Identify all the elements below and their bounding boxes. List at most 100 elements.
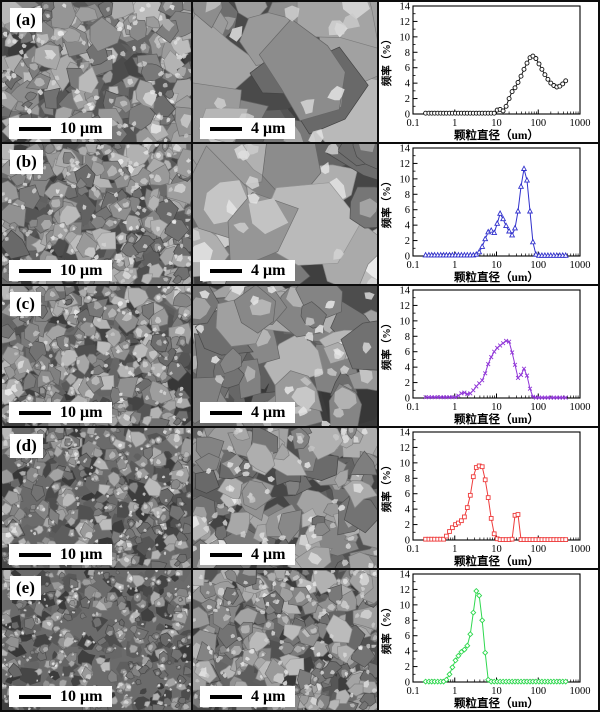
scale-bar-label: 10 μm bbox=[60, 546, 102, 564]
svg-text:8: 8 bbox=[405, 616, 410, 627]
svg-text:12: 12 bbox=[400, 443, 411, 454]
svg-text:12: 12 bbox=[400, 159, 411, 170]
scale-bar-label: 4 μm bbox=[251, 688, 285, 706]
scale-bar-label: 10 μm bbox=[60, 262, 102, 280]
svg-text:1: 1 bbox=[452, 260, 457, 271]
sem-image-d-high-mag: 4 μm bbox=[193, 428, 377, 568]
sem-image-c-low-mag: (c) 10 μm bbox=[2, 286, 191, 426]
svg-text:6: 6 bbox=[405, 63, 410, 74]
scale-bar-line bbox=[19, 127, 51, 131]
svg-text:100: 100 bbox=[530, 686, 546, 697]
svg-text:10: 10 bbox=[400, 316, 411, 327]
scale-bar-b-left: 10 μm bbox=[9, 260, 112, 281]
svg-text:2: 2 bbox=[405, 94, 410, 105]
svg-text:频率（%）: 频率（%） bbox=[380, 34, 393, 87]
svg-text:1000: 1000 bbox=[570, 260, 591, 271]
scale-bar-e-left: 10 μm bbox=[9, 686, 112, 707]
svg-text:2: 2 bbox=[405, 662, 410, 673]
scale-bar-line bbox=[19, 695, 51, 699]
svg-text:4: 4 bbox=[405, 79, 411, 90]
svg-text:8: 8 bbox=[405, 474, 410, 485]
scale-bar-d-left: 10 μm bbox=[9, 544, 112, 565]
svg-text:1000: 1000 bbox=[570, 118, 591, 129]
svg-text:10: 10 bbox=[400, 600, 411, 611]
svg-text:10: 10 bbox=[491, 686, 502, 697]
scale-bar-c-left: 10 μm bbox=[9, 402, 112, 423]
svg-text:14: 14 bbox=[400, 144, 411, 155]
scale-bar-a-mid: 4 μm bbox=[200, 118, 295, 139]
svg-text:100: 100 bbox=[530, 260, 546, 271]
svg-text:1000: 1000 bbox=[570, 402, 591, 413]
svg-text:6: 6 bbox=[405, 347, 410, 358]
svg-text:10: 10 bbox=[491, 544, 502, 555]
svg-text:6: 6 bbox=[405, 631, 410, 642]
scale-bar-line bbox=[19, 411, 51, 415]
sem-image-b-high-mag: 4 μm bbox=[193, 144, 377, 284]
scale-bar-b-mid: 4 μm bbox=[200, 260, 295, 281]
svg-text:14: 14 bbox=[400, 286, 411, 297]
svg-text:10: 10 bbox=[491, 118, 502, 129]
svg-text:1: 1 bbox=[452, 686, 457, 697]
svg-text:10: 10 bbox=[400, 32, 411, 43]
scale-bar-a-left: 10 μm bbox=[9, 118, 112, 139]
svg-text:14: 14 bbox=[400, 428, 411, 439]
panel-label-d: (d) bbox=[10, 434, 43, 458]
svg-text:颗粒直径（um）: 颗粒直径（um） bbox=[454, 128, 539, 142]
svg-text:12: 12 bbox=[400, 17, 411, 28]
svg-text:频率（%）: 频率（%） bbox=[380, 176, 393, 229]
svg-text:0.1: 0.1 bbox=[406, 686, 419, 697]
svg-text:1000: 1000 bbox=[570, 544, 591, 555]
scale-bar-line bbox=[210, 553, 242, 557]
scale-bar-line bbox=[19, 553, 51, 557]
scale-bar-line bbox=[210, 695, 242, 699]
panel-label-b: (b) bbox=[10, 150, 43, 174]
svg-text:8: 8 bbox=[405, 332, 410, 343]
svg-text:100: 100 bbox=[530, 118, 546, 129]
scale-bar-line bbox=[210, 269, 242, 273]
scale-bar-label: 10 μm bbox=[60, 404, 102, 422]
scale-bar-line bbox=[210, 411, 242, 415]
svg-text:2: 2 bbox=[405, 520, 410, 531]
svg-text:14: 14 bbox=[400, 2, 411, 13]
svg-text:0.1: 0.1 bbox=[406, 402, 419, 413]
svg-text:2: 2 bbox=[405, 378, 410, 389]
scale-bar-line bbox=[210, 127, 242, 131]
scale-bar-e-mid: 4 μm bbox=[200, 686, 295, 707]
svg-text:2: 2 bbox=[405, 236, 410, 247]
scale-bar-label: 10 μm bbox=[60, 120, 102, 138]
sem-image-c-high-mag: 4 μm bbox=[193, 286, 377, 426]
panel-label-e: (e) bbox=[10, 576, 41, 600]
svg-text:频率（%）: 频率（%） bbox=[380, 318, 393, 371]
sem-image-e-high-mag: 4 μm bbox=[193, 570, 377, 710]
svg-text:10: 10 bbox=[491, 260, 502, 271]
scale-bar-label: 4 μm bbox=[251, 546, 285, 564]
svg-text:频率（%）: 频率（%） bbox=[380, 602, 393, 655]
sem-image-a-low-mag: (a) 10 μm bbox=[2, 2, 191, 142]
scale-bar-line bbox=[19, 269, 51, 273]
svg-text:1000: 1000 bbox=[570, 686, 591, 697]
svg-text:100: 100 bbox=[530, 402, 546, 413]
sem-image-e-low-mag: (e) 10 μm bbox=[2, 570, 191, 710]
scale-bar-c-mid: 4 μm bbox=[200, 402, 295, 423]
svg-text:4: 4 bbox=[405, 363, 411, 374]
svg-text:颗粒直径（um）: 颗粒直径（um） bbox=[454, 270, 539, 284]
svg-text:颗粒直径（um）: 颗粒直径（um） bbox=[454, 412, 539, 426]
svg-text:14: 14 bbox=[400, 570, 411, 581]
svg-text:0.1: 0.1 bbox=[406, 118, 419, 129]
panel-label-a: (a) bbox=[10, 8, 42, 32]
scale-bar-label: 10 μm bbox=[60, 688, 102, 706]
svg-text:颗粒直径（um）: 颗粒直径（um） bbox=[454, 696, 539, 710]
svg-text:4: 4 bbox=[405, 505, 411, 516]
svg-text:10: 10 bbox=[400, 174, 411, 185]
